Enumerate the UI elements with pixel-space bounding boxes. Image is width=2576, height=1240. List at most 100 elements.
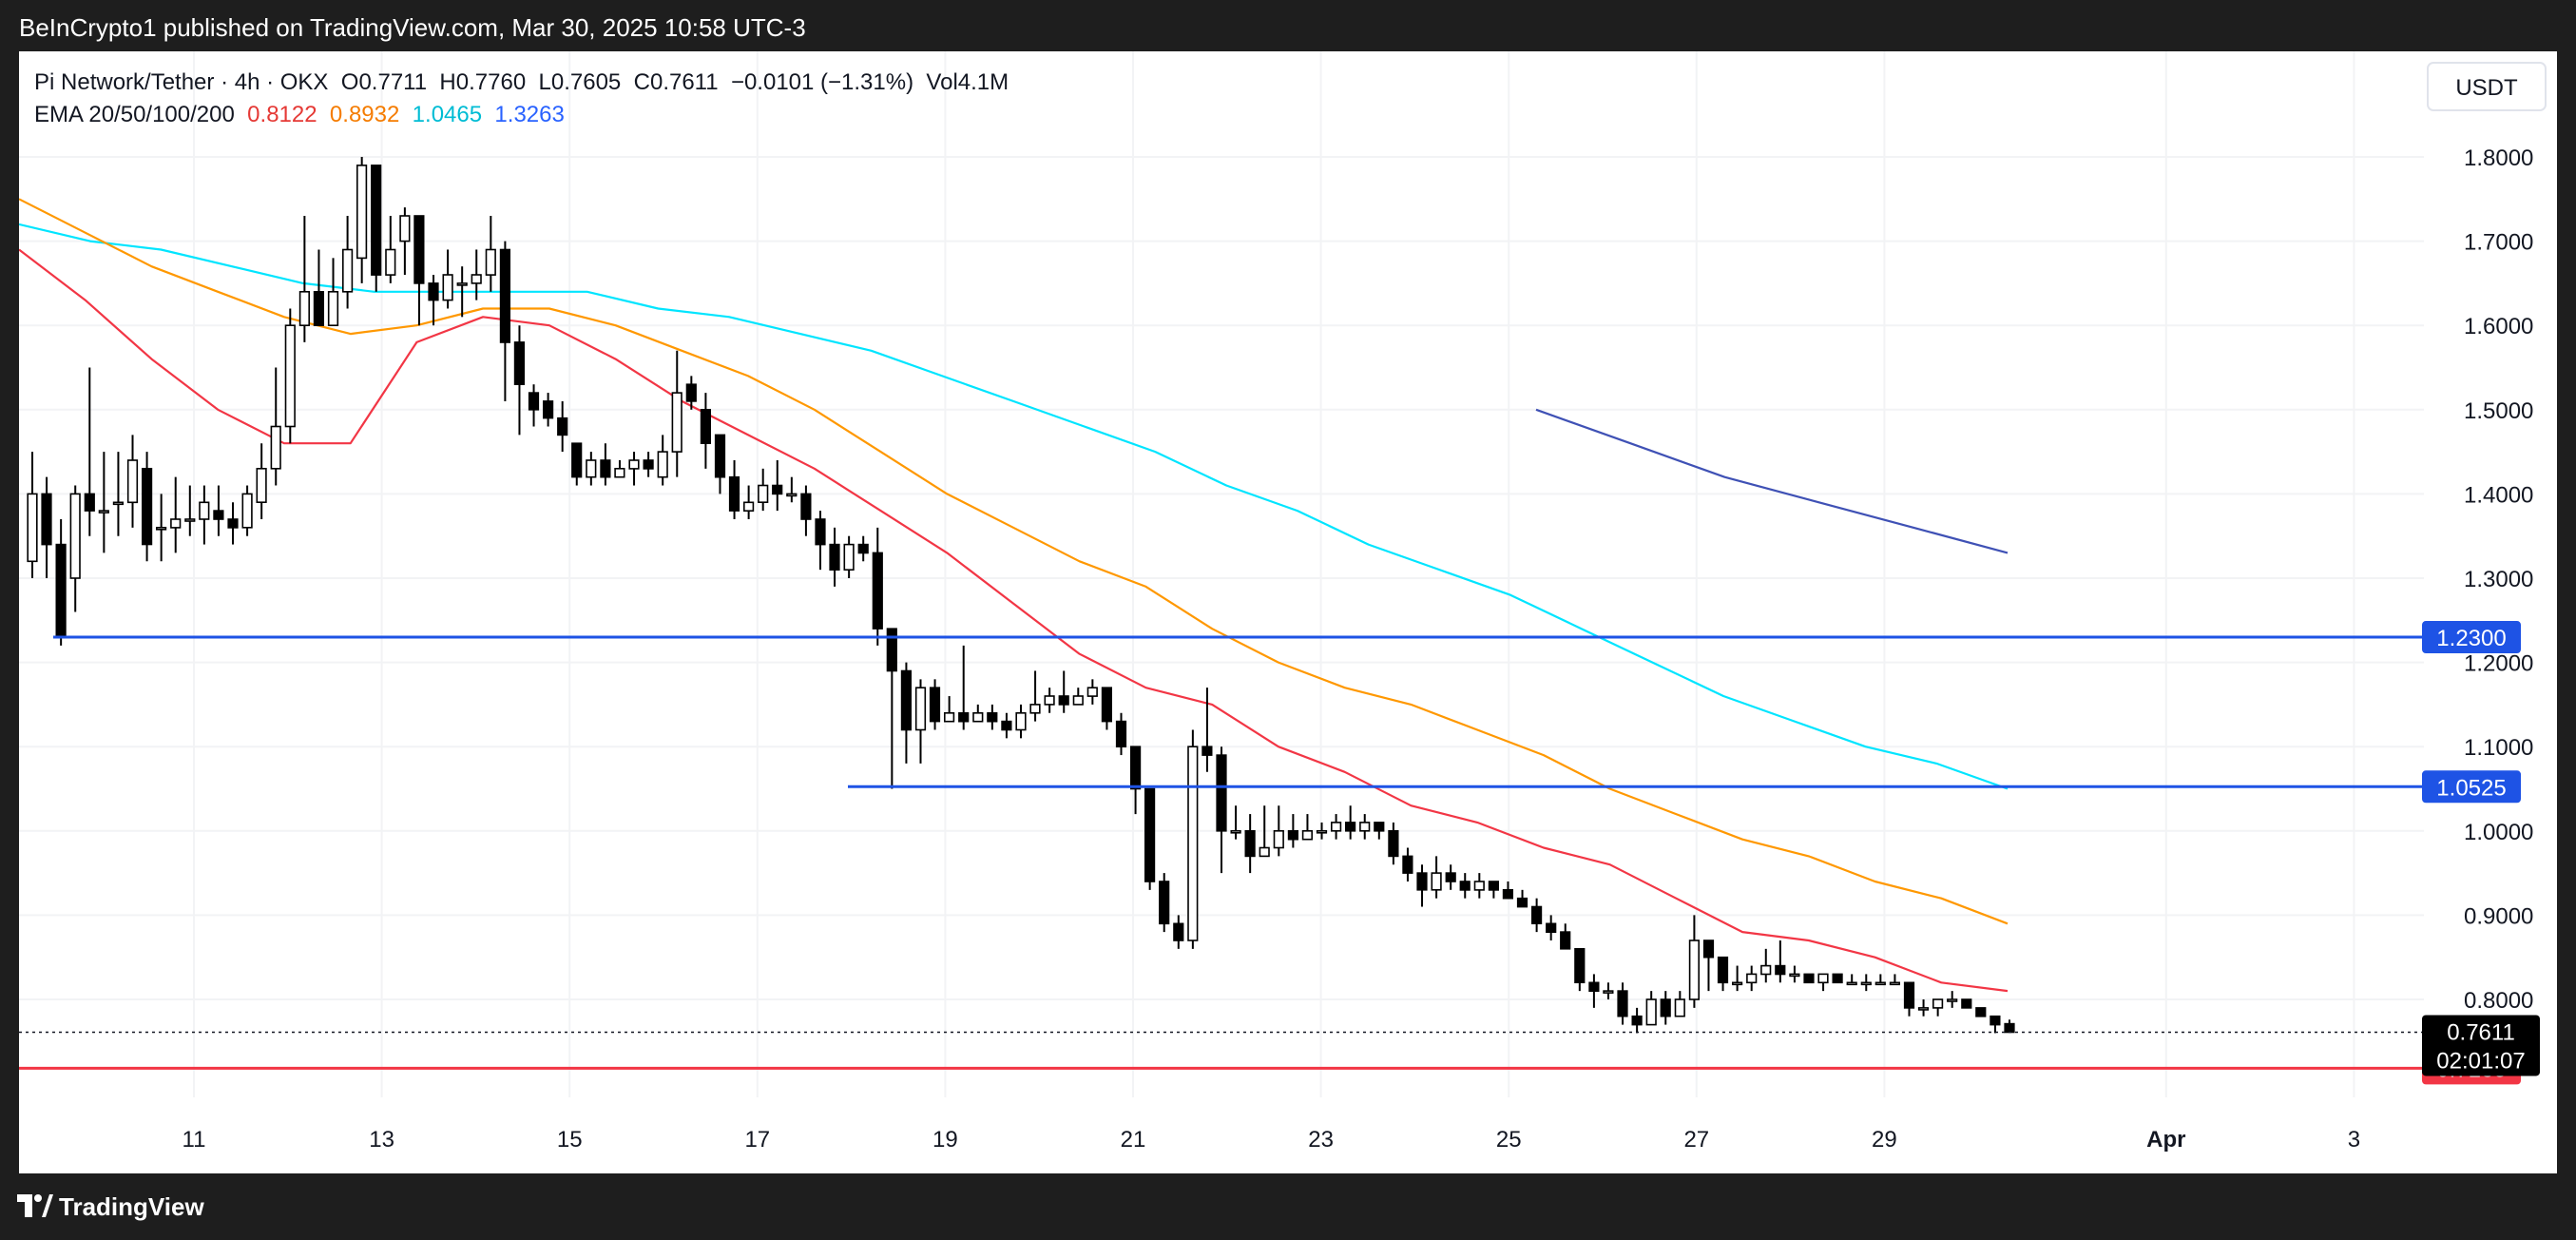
ema20-line [19,248,2009,993]
candle-up [1603,990,1614,994]
candle-up [241,493,253,529]
candle-up [657,451,668,478]
candle-down [1702,940,1715,959]
y-tick-label: 1.8000 [2464,145,2533,171]
candle-down [557,417,568,436]
candle-up [614,467,625,478]
candle-up [69,493,81,579]
candle-up [341,248,354,293]
candle-up [199,501,210,520]
candle-up [1259,846,1270,858]
candle-up [1732,981,1743,986]
candle-down [1287,829,1298,841]
candle-up [1674,998,1685,1017]
candle-down [1459,881,1471,891]
candle-up [843,543,855,571]
candle-up [1789,973,1800,978]
y-tick-label: 1.6000 [2464,314,2533,339]
candle-down [313,291,325,327]
candle-up [112,501,124,506]
x-tick-label: 23 [1308,1127,1334,1153]
candle-down [1775,964,1786,976]
candle-down [1560,931,1571,950]
candle-up [471,274,482,284]
candle-up [1230,829,1241,834]
candle-down [571,442,583,478]
candle-down [1531,905,1543,925]
candle-up [270,425,281,470]
candle-down [84,493,95,512]
candle-down [1345,822,1356,832]
candle-down [714,434,726,478]
candle-down [643,459,654,470]
last-price-badge[interactable] [2422,1015,2540,1076]
candle-up [628,459,640,470]
y-tick-label: 1.7000 [2464,230,2533,256]
currency-button[interactable] [2427,62,2547,111]
published-header: BeInCrypto1 published on TradingView.com… [0,0,2576,51]
candle-down [1660,998,1671,1017]
candle-down [1115,720,1127,747]
candle-up [943,711,955,723]
y-tick-label: 1.1000 [2464,735,2533,761]
candle-down [1130,746,1142,790]
x-tick-label: 27 [1683,1127,1709,1153]
candle-down [227,518,239,529]
candle-down [1374,822,1385,832]
candle-up [1817,973,1829,984]
x-tick-label: 15 [557,1127,583,1153]
candle-up [1431,872,1442,891]
chart-area[interactable]: 1.8000 1.7000 1.6000 1.5000 1.4000 1.3000 1.20… [19,51,2557,1173]
y-tick-label: 1.3000 [2464,567,2533,592]
candle-up [356,165,368,260]
x-tick-label: 19 [932,1127,958,1153]
candle-up [1273,829,1284,849]
ema50-line [19,198,2009,925]
level-upper-badge-label: 1.2300 [2436,626,2506,651]
candle-up [1029,704,1041,714]
candle-down [1144,787,1156,882]
candle-up [1301,829,1313,841]
x-tick-label: 25 [1496,1127,1522,1153]
candle-down [1388,829,1399,858]
candle-up [1316,829,1328,834]
candle-up [1760,964,1772,976]
candle-down [542,400,554,419]
candle-up [456,282,468,286]
level-lower-badge[interactable] [2422,770,2521,804]
x-tick-label: 21 [1121,1127,1146,1153]
candle-up [786,493,798,497]
candle-down [1502,888,1513,900]
candle-down [1961,998,1972,1009]
candle-down [1631,1015,1643,1026]
candle-up [27,493,38,563]
candle-down [1588,981,1600,992]
candle-down [55,543,67,638]
candle-down [1546,922,1557,933]
y-tick-label: 1.5000 [2464,398,2533,424]
candle-up [327,291,339,327]
candle-up [442,274,453,301]
candle-down [371,165,382,276]
candle-up [1359,822,1371,832]
level-upper-badge[interactable] [2422,621,2521,654]
price-chart[interactable]: 1.8000 1.7000 1.6000 1.5000 1.4000 1.3000 1.20… [19,51,2557,1173]
candle-down [142,467,153,546]
candle-down [1159,881,1170,925]
candle-up [742,501,755,512]
candle-down [1416,872,1428,891]
candle-down [829,543,840,571]
candle-up [256,467,267,503]
candle-down [900,669,912,731]
candle-down [428,282,439,301]
candle-down [1244,829,1256,858]
candle-down [772,484,783,495]
candle-down [1903,981,1915,1009]
candle-down [1201,746,1213,756]
candle-down [1717,956,1729,984]
candle-up [284,324,296,428]
candle-down [700,408,711,444]
candle-up [98,510,109,513]
candle-down [857,543,869,554]
candle-down [958,711,970,723]
